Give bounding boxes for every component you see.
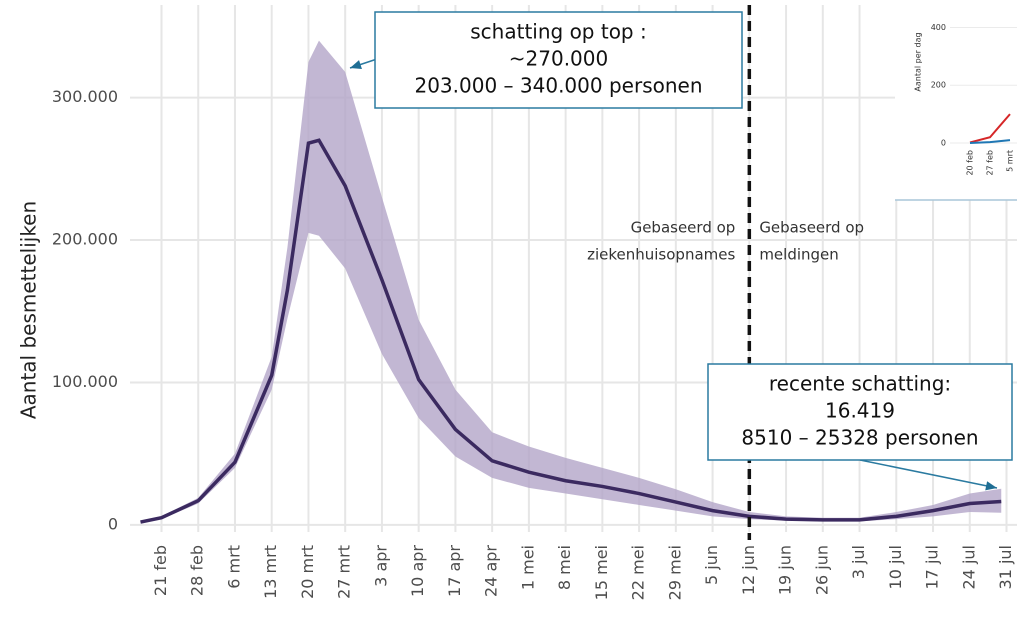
x-tick-label: 20 mrt — [298, 545, 317, 599]
inset-line — [969, 139, 1011, 144]
annotation-box — [707, 363, 1013, 461]
annotation-text: ~270.000 — [509, 47, 608, 71]
x-tick-label: 13 mrt — [261, 545, 280, 599]
inset-line — [969, 113, 1011, 144]
inset-background — [895, 0, 1017, 200]
annotation-arrow — [859, 459, 998, 489]
divider-label: Gebaseerd op — [631, 219, 736, 237]
x-tick-label: 1 mei — [518, 545, 537, 590]
divider-label: ziekenhuisopnames — [587, 246, 735, 264]
divider-label: Gebaseerd op — [759, 219, 864, 237]
x-tick-label: 26 jun — [812, 545, 831, 595]
confidence-band — [140, 40, 1002, 523]
x-tick-label: 19 jun — [776, 545, 795, 595]
annotation-arrowhead — [350, 60, 362, 69]
line — [140, 138, 1002, 524]
x-tick-label: 24 apr — [482, 545, 501, 597]
inset-y-axis-title: Aantal per dag — [914, 32, 923, 91]
annotation-text: schatting op top : — [470, 20, 646, 44]
x-tick-label: 21 feb — [151, 545, 170, 596]
x-tick-label: 6 mrt — [224, 545, 243, 589]
inset-y-tick-label: 200 — [931, 81, 946, 90]
annotation-text: recente schatting: — [769, 372, 951, 396]
y-tick-label: 200.000 — [52, 230, 118, 249]
inset-x-tick-label: 27 feb — [986, 150, 995, 176]
inset-x-tick-label: 5 mrt — [1006, 150, 1015, 172]
inset-y-tick-label: 400 — [931, 23, 946, 32]
x-tick-label: 29 mei — [665, 545, 684, 600]
annotation-box — [374, 11, 743, 109]
inset-x-tick-label: 20 feb — [966, 150, 975, 176]
x-tick-label: 3 apr — [371, 545, 390, 587]
x-tick-label: 10 apr — [408, 545, 427, 597]
x-tick-label: 12 jun — [739, 545, 758, 595]
y-axis-title: Aantal besmettelijken — [17, 201, 41, 419]
x-tick-label: 8 mei — [555, 545, 574, 590]
x-tick-label: 22 mei — [629, 545, 648, 600]
annotation-arrowhead — [985, 481, 997, 491]
y-tick-label: 0 — [108, 514, 118, 533]
annotation-text: 16.419 — [825, 399, 895, 423]
annotation-text: 203.000 – 340.000 personen — [414, 74, 702, 98]
y-tick-label: 100.000 — [52, 372, 118, 391]
x-tick-label: 31 jul — [996, 545, 1015, 589]
x-tick-label: 24 jul — [959, 545, 978, 589]
y-tick-label: 300.000 — [52, 87, 118, 106]
divider-label: meldingen — [759, 246, 838, 264]
x-tick-label: 10 jul — [886, 545, 905, 589]
x-tick-label: 5 jun — [702, 545, 721, 585]
annotation-text: 8510 – 25328 personen — [741, 426, 978, 450]
x-tick-label: 3 jul — [849, 545, 868, 579]
x-tick-label: 28 feb — [188, 545, 207, 596]
x-tick-label: 27 mrt — [335, 545, 354, 599]
x-tick-label: 15 mei — [592, 545, 611, 600]
x-tick-label: 17 apr — [445, 545, 464, 597]
inset-y-tick-label: 0 — [941, 139, 946, 148]
x-tick-label: 17 jul — [923, 545, 942, 589]
